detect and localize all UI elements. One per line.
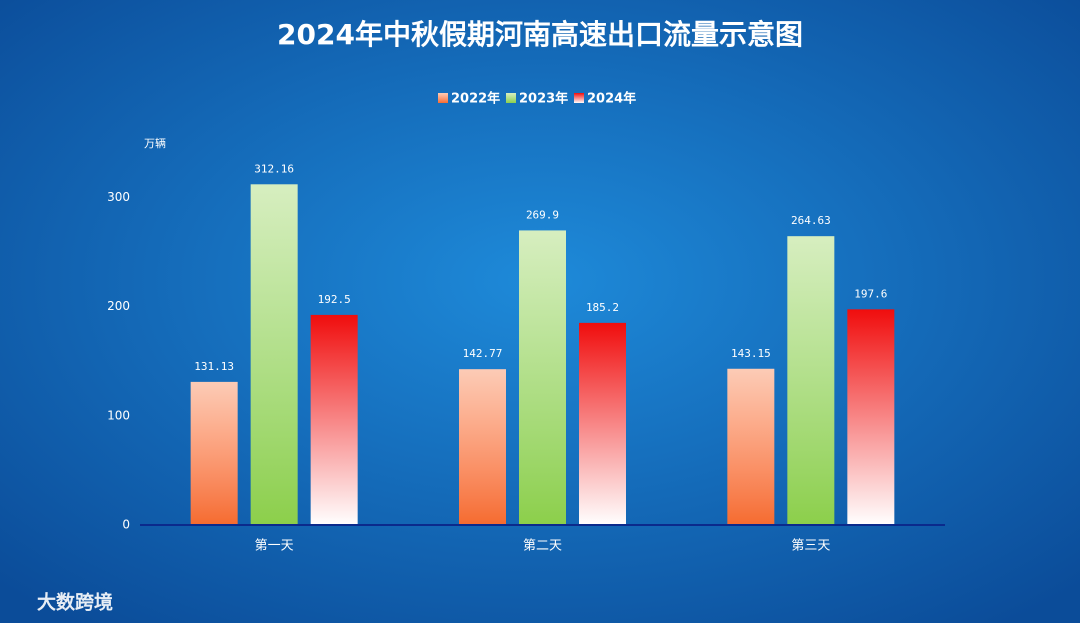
legend-swatch xyxy=(438,93,448,103)
legend-label: 2022年 xyxy=(451,91,500,107)
watermark: 大数跨境 xyxy=(37,591,113,614)
bar xyxy=(727,368,775,525)
bar xyxy=(310,314,358,525)
data-label: 142.77 xyxy=(463,347,503,360)
bar xyxy=(579,322,626,525)
y-tick-label: 200 xyxy=(107,299,130,313)
y-tick-label: 0 xyxy=(122,518,130,532)
data-label: 143.15 xyxy=(731,347,771,360)
data-label: 192.5 xyxy=(318,293,351,306)
bar xyxy=(459,369,506,525)
legend-swatch xyxy=(506,93,516,103)
y-axis-label: 万辆 xyxy=(144,136,166,150)
bar xyxy=(847,309,895,525)
x-tick-label: 第一天 xyxy=(255,539,294,554)
data-label: 131.13 xyxy=(194,360,234,373)
chart-title: 2024年中秋假期河南高速出口流量示意图 xyxy=(277,18,803,51)
data-label: 312.16 xyxy=(254,162,294,175)
legend-swatch xyxy=(574,93,584,103)
bar xyxy=(519,230,566,525)
data-label: 269.9 xyxy=(526,208,559,221)
x-tick-label: 第二天 xyxy=(523,539,562,554)
bar xyxy=(787,236,835,525)
y-tick-label: 300 xyxy=(107,190,130,204)
x-tick-label: 第三天 xyxy=(791,539,830,554)
legend-label: 2023年 xyxy=(519,91,568,107)
data-label: 264.63 xyxy=(791,214,831,227)
data-label: 197.6 xyxy=(854,287,887,300)
bar xyxy=(250,184,298,525)
bar xyxy=(190,381,238,525)
legend-label: 2024年 xyxy=(587,91,636,107)
y-tick-label: 100 xyxy=(107,408,130,422)
data-label: 185.2 xyxy=(586,301,619,314)
